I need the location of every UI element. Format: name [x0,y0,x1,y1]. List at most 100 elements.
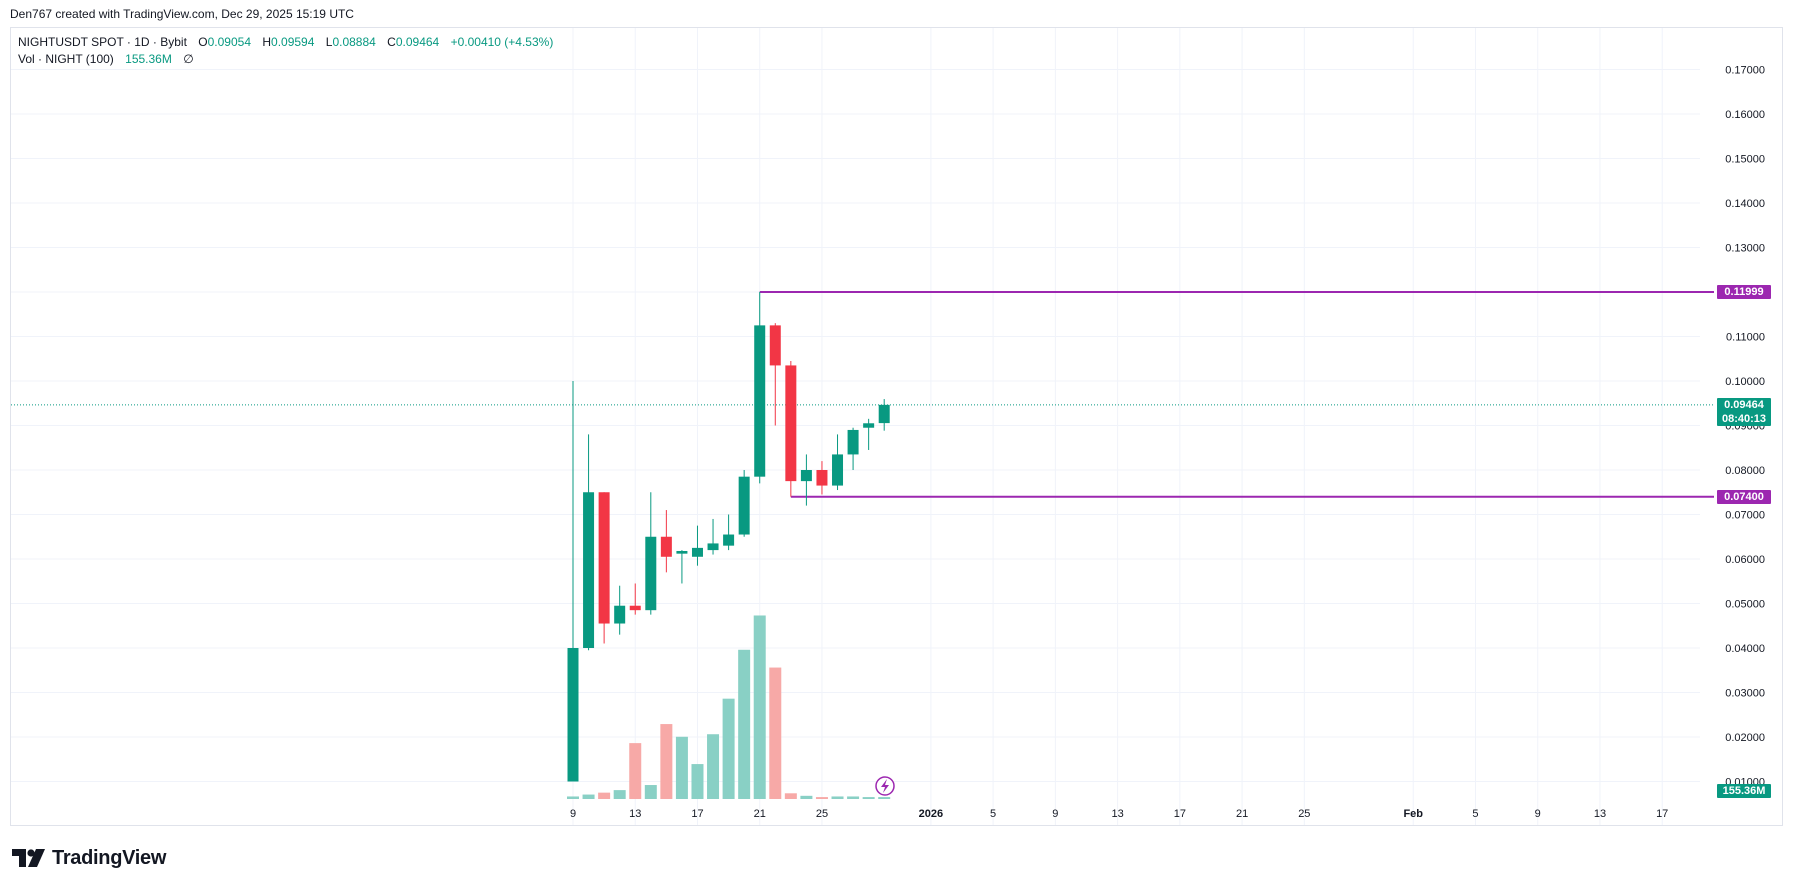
time-tick-label: 13 [629,808,641,820]
candle-body [723,534,735,546]
resistance-price-tag: 0.11999 [1717,285,1771,300]
candle-body [614,605,626,624]
volume-bar [738,649,751,799]
candle [878,399,890,431]
volume-bar [800,795,813,799]
volume-bar [598,792,611,799]
price-tick-label: 0.16000 [1725,109,1765,121]
chart-legend: NIGHTUSDT SPOT · 1D · Bybit O0.09054 H0.… [18,34,553,68]
candle [583,434,595,651]
time-axis: 9 13 17 21 25 2026 5 9 13 17 21 25 Feb 5 9 13 17 [570,808,1668,820]
volume-bars [567,615,891,799]
price-tick-label: 0.13000 [1725,243,1765,255]
time-tick-label: 25 [816,808,828,820]
time-tick-label: 2026 [919,808,943,820]
time-tick-label: 21 [1236,808,1248,820]
candle [754,292,766,484]
price-tick-label: 0.05000 [1725,599,1765,611]
volume-bar [567,796,579,799]
candle [629,583,641,615]
candle-body [707,543,719,551]
candle-body [769,325,781,366]
volume-bar [613,790,626,799]
support-price-tag: 0.07400 [1717,489,1771,504]
candle [863,418,875,450]
alert-marker [875,776,895,796]
price-tick-label: 0.03000 [1725,688,1765,700]
candle [676,550,688,584]
volume-bar [691,764,704,799]
chart-frame[interactable] [10,27,1783,826]
candle-body [847,429,859,455]
bar-countdown: 08:40:13 [1721,412,1767,425]
time-tick-label: 17 [1656,808,1668,820]
legend-volume-value: 155.36M [125,52,172,66]
time-tick-label: 13 [1594,808,1606,820]
candle [707,518,719,555]
volume-bar [815,797,828,799]
price-tick-label: 0.14000 [1725,198,1765,210]
candle-body [785,365,797,482]
time-tick-label: 9 [1052,808,1058,820]
candle-body [863,423,875,428]
volume-bar [784,793,797,799]
candle-body [816,470,828,486]
candle-body [800,470,812,482]
candle [832,434,844,491]
legend-open-label: O [198,35,208,49]
grid-lines [11,28,1700,825]
volume-bar [644,785,657,799]
candle [660,510,672,573]
volume-bar [675,736,688,799]
candle [723,514,735,551]
legend-price-row: NIGHTUSDT SPOT · 1D · Bybit O0.09054 H0.… [18,34,553,51]
price-axis: 0.010000.020000.030000.040000.050000.060… [1725,65,1765,789]
legend-symbol[interactable]: NIGHTUSDT SPOT · 1D · Bybit [18,35,187,49]
time-tick-label: Feb [1403,808,1423,820]
candles [567,292,890,782]
candle [769,323,781,426]
time-tick-label: 5 [990,808,996,820]
last-price-value: 0.09464 [1724,398,1764,411]
legend-volume-visibility-icon[interactable]: ∅ [183,52,194,66]
candle-body [832,454,844,486]
tradingview-wordmark: TradingView [52,846,167,869]
volume-bar [629,743,642,799]
candle-body [645,536,657,611]
price-tick-label: 0.11000 [1726,332,1765,344]
volume-bar [847,796,860,799]
price-tick-label: 0.10000 [1725,376,1765,388]
candle [738,470,750,537]
candle [816,461,828,495]
volume-bar [831,796,844,799]
candle-body [629,605,641,611]
candle [847,427,859,470]
time-tick-label: 17 [1174,808,1186,820]
candle-body [754,325,766,477]
legend-low-value: 0.08884 [332,35,376,49]
last-price-tag: 0.09464 08:40:13 [1717,397,1771,426]
volume-bar [878,797,891,799]
volume-bar [862,797,875,799]
time-tick-label: 17 [691,808,703,820]
horizontal-levels [11,291,1714,498]
price-tick-label: 0.07000 [1725,510,1765,522]
candle [785,360,797,497]
legend-close-label: C [387,35,396,49]
legend-volume-row: Vol · NIGHT (100) 155.36M ∅ [18,51,553,68]
volume-bar [769,667,782,799]
price-tick-label: 0.15000 [1725,154,1765,166]
candle [800,454,812,506]
tradingview-brand[interactable]: TradingView [12,845,166,871]
time-tick-label: 21 [754,808,766,820]
legend-close-value: 0.09464 [395,35,440,49]
time-tick-label: 9 [1535,808,1541,820]
legend-open-value: 0.09054 [207,35,251,49]
time-tick-label: 25 [1298,808,1310,820]
volume-bar [722,698,735,799]
legend-volume-label[interactable]: Vol · NIGHT (100) [18,52,114,66]
candle [645,492,657,615]
candle-body [583,492,595,648]
candle-body [691,547,703,557]
